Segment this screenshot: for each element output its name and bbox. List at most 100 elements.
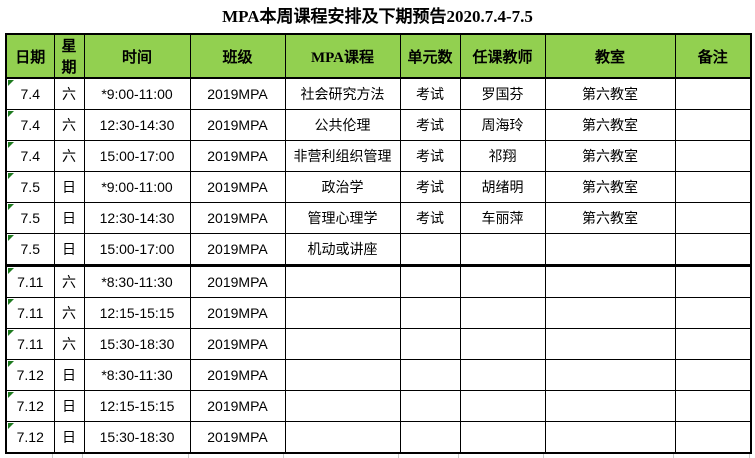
cell-time[interactable]: *9:00-11:00 <box>83 77 191 110</box>
cell-course[interactable]: 社会研究方法 <box>284 77 401 110</box>
header-cell-class[interactable]: 班级 <box>189 33 286 79</box>
cell-units[interactable] <box>399 233 461 266</box>
cell-date[interactable]: 7.4 <box>5 77 55 110</box>
header-cell-classroom[interactable]: 教室 <box>544 33 676 79</box>
cell-note[interactable] <box>674 109 752 141</box>
cell-course[interactable]: 政治学 <box>284 171 401 203</box>
cell-teacher[interactable]: 胡绪明 <box>459 171 546 203</box>
cell-classroom[interactable] <box>544 421 676 454</box>
cell-course[interactable] <box>284 297 401 329</box>
cell-time[interactable]: 15:00-17:00 <box>83 233 191 266</box>
cell-date[interactable]: 7.4 <box>5 140 55 172</box>
cell-teacher[interactable] <box>459 233 546 266</box>
cell-date[interactable]: 7.12 <box>5 390 55 422</box>
cell-course[interactable] <box>284 390 401 422</box>
cell-note[interactable] <box>674 77 752 110</box>
cell-weekday[interactable]: 六 <box>53 328 85 360</box>
cell-classroom[interactable] <box>544 264 676 298</box>
cell-course[interactable] <box>284 328 401 360</box>
header-cell-note[interactable]: 备注 <box>674 33 752 79</box>
header-cell-teacher[interactable]: 任课教师 <box>459 33 546 79</box>
cell-time[interactable]: *9:00-11:00 <box>83 171 191 203</box>
cell-class[interactable]: 2019MPA <box>189 421 286 454</box>
cell-class[interactable]: 2019MPA <box>189 390 286 422</box>
cell-course[interactable]: 非营利组织管理 <box>284 140 401 172</box>
cell-note[interactable] <box>674 202 752 234</box>
cell-classroom[interactable] <box>544 359 676 391</box>
cell-units[interactable]: 考试 <box>399 109 461 141</box>
cell-units[interactable] <box>399 421 461 454</box>
cell-units[interactable]: 考试 <box>399 202 461 234</box>
cell-units[interactable]: 考试 <box>399 77 461 110</box>
cell-weekday[interactable]: 日 <box>53 233 85 266</box>
cell-units[interactable] <box>399 264 461 298</box>
cell-teacher[interactable]: 周海玲 <box>459 109 546 141</box>
cell-weekday[interactable]: 六 <box>53 109 85 141</box>
cell-classroom[interactable] <box>544 233 676 266</box>
cell-teacher[interactable] <box>459 390 546 422</box>
cell-class[interactable]: 2019MPA <box>189 328 286 360</box>
header-cell-course[interactable]: MPA课程 <box>284 33 401 79</box>
cell-teacher[interactable] <box>459 421 546 454</box>
cell-date[interactable]: 7.12 <box>5 421 55 454</box>
cell-classroom[interactable]: 第六教室 <box>544 171 676 203</box>
cell-time[interactable]: 12:15-15:15 <box>83 390 191 422</box>
cell-classroom[interactable] <box>544 297 676 329</box>
cell-weekday[interactable]: 六 <box>53 297 85 329</box>
cell-teacher[interactable] <box>459 359 546 391</box>
cell-date[interactable]: 7.5 <box>5 233 55 266</box>
cell-date[interactable]: 7.5 <box>5 202 55 234</box>
cell-note[interactable] <box>674 264 752 298</box>
cell-units[interactable]: 考试 <box>399 171 461 203</box>
cell-teacher[interactable]: 车丽萍 <box>459 202 546 234</box>
cell-course[interactable]: 公共伦理 <box>284 109 401 141</box>
cell-date[interactable]: 7.11 <box>5 264 55 298</box>
cell-class[interactable]: 2019MPA <box>189 77 286 110</box>
cell-units[interactable] <box>399 328 461 360</box>
cell-note[interactable] <box>674 328 752 360</box>
cell-class[interactable]: 2019MPA <box>189 297 286 329</box>
cell-weekday[interactable]: 日 <box>53 390 85 422</box>
cell-note[interactable] <box>674 140 752 172</box>
cell-date[interactable]: 7.12 <box>5 359 55 391</box>
cell-date[interactable]: 7.11 <box>5 297 55 329</box>
cell-note[interactable] <box>674 421 752 454</box>
cell-note[interactable] <box>674 233 752 266</box>
cell-weekday[interactable]: 日 <box>53 359 85 391</box>
cell-time[interactable]: 15:30-18:30 <box>83 328 191 360</box>
header-cell-time[interactable]: 时间 <box>83 33 191 79</box>
cell-teacher[interactable] <box>459 297 546 329</box>
cell-weekday[interactable]: 日 <box>53 421 85 454</box>
cell-class[interactable]: 2019MPA <box>189 109 286 141</box>
cell-class[interactable]: 2019MPA <box>189 359 286 391</box>
cell-class[interactable]: 2019MPA <box>189 233 286 266</box>
cell-class[interactable]: 2019MPA <box>189 202 286 234</box>
cell-classroom[interactable]: 第六教室 <box>544 109 676 141</box>
cell-units[interactable] <box>399 359 461 391</box>
cell-time[interactable]: 12:30-14:30 <box>83 109 191 141</box>
cell-time[interactable]: 15:30-18:30 <box>83 421 191 454</box>
header-cell-date[interactable]: 日期 <box>5 33 55 79</box>
cell-teacher[interactable]: 祁翔 <box>459 140 546 172</box>
cell-time[interactable]: *8:30-11:30 <box>83 359 191 391</box>
cell-date[interactable]: 7.5 <box>5 171 55 203</box>
cell-weekday[interactable]: 日 <box>53 202 85 234</box>
cell-time[interactable]: 12:15-15:15 <box>83 297 191 329</box>
cell-units[interactable] <box>399 297 461 329</box>
cell-course[interactable]: 机动或讲座 <box>284 233 401 266</box>
cell-weekday[interactable]: 六 <box>53 140 85 172</box>
cell-teacher[interactable] <box>459 328 546 360</box>
cell-course[interactable] <box>284 421 401 454</box>
cell-class[interactable]: 2019MPA <box>189 264 286 298</box>
cell-classroom[interactable] <box>544 390 676 422</box>
cell-note[interactable] <box>674 297 752 329</box>
cell-teacher[interactable]: 罗国芬 <box>459 77 546 110</box>
cell-note[interactable] <box>674 390 752 422</box>
cell-units[interactable]: 考试 <box>399 140 461 172</box>
cell-date[interactable]: 7.11 <box>5 328 55 360</box>
cell-class[interactable]: 2019MPA <box>189 140 286 172</box>
cell-time[interactable]: *8:30-11:30 <box>83 264 191 298</box>
cell-class[interactable]: 2019MPA <box>189 171 286 203</box>
cell-date[interactable]: 7.4 <box>5 109 55 141</box>
cell-note[interactable] <box>674 359 752 391</box>
